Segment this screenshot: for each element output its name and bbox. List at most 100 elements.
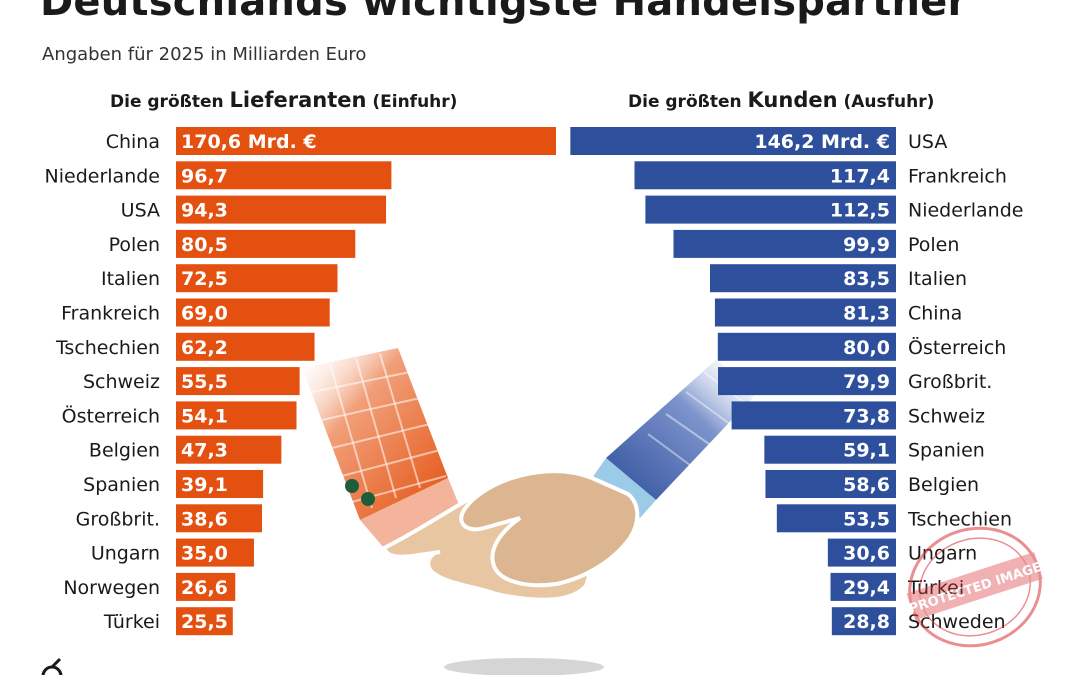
import-value-label-8: 54,1 xyxy=(181,405,228,427)
export-value-label-0: 146,2 Mrd. € xyxy=(754,131,890,153)
import-value-label-11: 38,6 xyxy=(181,508,228,530)
import-value-label-4: 72,5 xyxy=(181,268,228,290)
export-bar-4 xyxy=(710,264,896,293)
import-bar-2 xyxy=(176,195,387,224)
import-category-label-14: Türkei xyxy=(103,611,160,633)
import-value-label-12: 35,0 xyxy=(181,543,228,565)
import-category-label-8: Österreich xyxy=(62,404,160,427)
import-value-label-13: 26,6 xyxy=(181,577,228,599)
import-value-label-6: 62,2 xyxy=(181,337,228,359)
import-bar-8 xyxy=(176,401,297,430)
left-button-2 xyxy=(361,492,375,506)
import-bar-12 xyxy=(176,538,254,567)
import-panel-heading: Die größten Lieferanten (Einfuhr) xyxy=(110,88,457,112)
import-value-label-10: 39,1 xyxy=(181,474,228,496)
export-category-label-0: USA xyxy=(908,131,947,153)
import-value-label-7: 55,5 xyxy=(181,371,228,393)
import-value-label-14: 25,5 xyxy=(181,611,228,633)
export-bar-13 xyxy=(830,572,896,601)
export-value-label-3: 99,9 xyxy=(843,234,890,256)
export-bar-10 xyxy=(765,470,896,498)
import-bars: 170,6 Mrd. € China 96,7 Niederlande 94,3 USA 8… xyxy=(45,127,556,636)
export-category-label-7: Großbrit. xyxy=(908,371,992,393)
export-value-label-12: 30,6 xyxy=(843,543,890,565)
import-bar-0 xyxy=(176,127,556,155)
import-bar-6 xyxy=(176,332,315,361)
import-bar-3 xyxy=(176,229,356,258)
import-value-label-0: 170,6 Mrd. € xyxy=(181,131,317,153)
export-value-label-2: 112,5 xyxy=(830,200,890,222)
import-category-label-11: Großbrit. xyxy=(76,508,160,530)
export-bar-2 xyxy=(645,195,896,224)
import-bar-11 xyxy=(176,504,262,533)
export-value-label-6: 80,0 xyxy=(843,337,890,359)
export-bar-3 xyxy=(673,229,896,258)
export-bar-11 xyxy=(776,504,896,533)
export-value-label-14: 28,8 xyxy=(843,611,890,633)
export-panel-heading: Die größten Kunden (Ausfuhr) xyxy=(628,88,934,112)
import-category-label-5: Frankreich xyxy=(61,303,160,325)
export-category-label-10: Belgien xyxy=(908,474,979,496)
export-category-label-5: China xyxy=(908,303,962,325)
left-sleeve-pattern xyxy=(311,353,447,509)
export-value-label-7: 79,9 xyxy=(843,371,890,393)
export-category-label-6: Österreich xyxy=(908,336,1006,359)
import-bar-4 xyxy=(176,264,338,293)
left-cuff xyxy=(360,478,462,548)
import-category-label-12: Ungarn xyxy=(91,543,160,565)
export-value-label-10: 58,6 xyxy=(843,474,890,496)
export-category-label-14: Schweden xyxy=(908,611,1006,633)
export-value-label-4: 83,5 xyxy=(843,268,890,290)
export-bar-7 xyxy=(718,367,896,396)
export-category-label-11: Tschechien xyxy=(907,508,1012,530)
export-bar-8 xyxy=(731,401,896,430)
import-heading-prefix: Die größten xyxy=(110,92,230,112)
right-hand xyxy=(459,469,640,588)
export-bar-14 xyxy=(831,607,896,636)
import-category-label-2: USA xyxy=(121,200,160,222)
handshake-shadow xyxy=(444,658,604,675)
import-value-label-3: 80,5 xyxy=(181,234,228,256)
import-category-label-6: Tschechien xyxy=(55,337,160,359)
import-category-label-7: Schweiz xyxy=(83,371,160,393)
handshake-illustration xyxy=(302,348,758,675)
import-value-label-9: 47,3 xyxy=(181,440,228,462)
export-value-label-1: 117,4 xyxy=(830,165,890,187)
export-category-label-12: Ungarn xyxy=(908,543,977,565)
export-bar-1 xyxy=(634,161,896,190)
import-category-label-0: China xyxy=(106,131,160,153)
import-bar-7 xyxy=(176,367,300,396)
import-category-label-10: Spanien xyxy=(83,474,160,496)
import-value-label-2: 94,3 xyxy=(181,200,228,222)
export-category-label-1: Frankreich xyxy=(908,165,1007,187)
export-category-label-13: Türkei xyxy=(907,577,964,599)
export-heading-main: Kunden xyxy=(747,88,838,112)
export-category-label-3: Polen xyxy=(908,234,959,256)
export-category-label-2: Niederlande xyxy=(908,200,1023,222)
import-bar-14 xyxy=(176,607,233,636)
export-value-label-13: 29,4 xyxy=(843,577,890,599)
export-bar-0 xyxy=(570,127,896,155)
chart-title: Deutschlands wichtigste Handelspartner xyxy=(40,0,968,25)
import-category-label-13: Norwegen xyxy=(63,577,160,599)
export-category-label-9: Spanien xyxy=(908,440,985,462)
export-value-label-9: 59,1 xyxy=(843,440,890,462)
export-value-label-5: 81,3 xyxy=(843,303,890,325)
import-category-label-4: Italien xyxy=(101,268,160,290)
export-category-label-8: Schweiz xyxy=(908,405,985,427)
publisher-logo-icon xyxy=(41,657,63,675)
import-bar-10 xyxy=(176,470,264,498)
left-button-1 xyxy=(345,479,359,493)
import-heading-suffix: (Einfuhr) xyxy=(366,92,458,112)
export-bar-6 xyxy=(717,332,896,361)
import-bar-9 xyxy=(176,435,282,464)
export-heading-prefix: Die größten xyxy=(628,92,748,112)
import-bar-1 xyxy=(176,161,392,190)
export-bar-9 xyxy=(764,435,896,464)
export-bars: 146,2 Mrd. € USA 117,4 Frankreich 112,5 Niede… xyxy=(570,127,1023,636)
import-category-label-9: Belgien xyxy=(89,440,160,462)
export-value-label-8: 73,8 xyxy=(843,405,890,427)
export-value-label-11: 53,5 xyxy=(843,508,890,530)
export-heading-suffix: (Ausfuhr) xyxy=(837,92,935,112)
